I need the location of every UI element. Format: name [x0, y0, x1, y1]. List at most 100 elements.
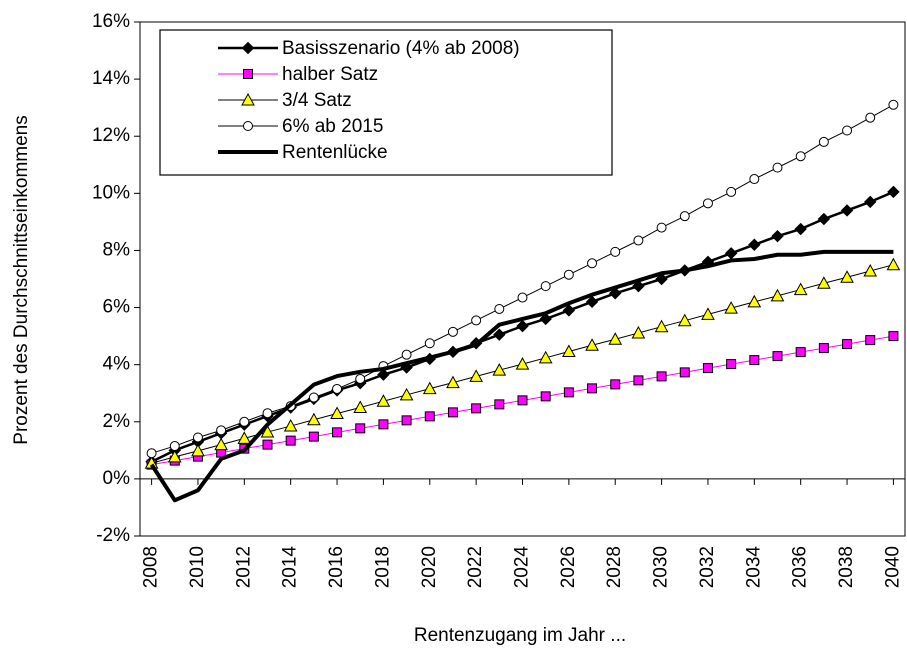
x-tick-label: 2028: [604, 546, 625, 588]
marker: [865, 335, 876, 346]
marker: [376, 394, 391, 407]
marker: [702, 363, 713, 374]
legend-label: Rentenlücke: [282, 142, 388, 163]
legend-label: 3/4 Satz: [282, 90, 352, 111]
marker: [260, 425, 275, 438]
marker: [701, 307, 715, 320]
marker: [818, 136, 829, 147]
marker: [285, 435, 296, 446]
marker: [656, 222, 667, 233]
marker: [424, 338, 435, 349]
marker: [539, 312, 552, 326]
marker: [562, 304, 576, 317]
marker: [842, 339, 853, 350]
marker: [262, 408, 273, 419]
x-tick-label: 2022: [465, 546, 486, 588]
marker: [794, 222, 807, 236]
legend-label: halber Satz: [282, 64, 378, 85]
x-tick-label: 2038: [836, 546, 857, 588]
marker: [772, 351, 783, 362]
x-tick-label: 2036: [790, 546, 811, 588]
marker: [632, 279, 645, 293]
marker: [679, 211, 690, 222]
marker: [540, 391, 551, 402]
marker: [494, 303, 505, 314]
x-tick-label: 2032: [697, 546, 718, 588]
marker: [818, 343, 829, 354]
marker: [610, 246, 621, 257]
marker: [377, 368, 390, 381]
marker: [887, 185, 900, 199]
x-tick-label: 2016: [326, 546, 347, 588]
marker: [631, 325, 646, 339]
marker: [562, 344, 576, 358]
marker: [216, 425, 227, 436]
marker: [654, 319, 669, 333]
marker: [447, 326, 458, 337]
marker: [563, 387, 574, 398]
y-tick-label: 12%: [92, 125, 130, 146]
y-tick-label: -2%: [96, 525, 130, 546]
marker: [770, 288, 785, 302]
marker: [378, 419, 389, 430]
marker: [656, 371, 667, 382]
y-tick-label: 14%: [92, 68, 130, 89]
marker: [840, 270, 854, 283]
x-tick-label: 2026: [558, 546, 579, 588]
marker: [749, 174, 760, 185]
y-axis-title: Prozent des Durchschnittseinkommens: [11, 115, 32, 444]
y-tick-label: 8%: [103, 239, 131, 260]
marker: [307, 412, 321, 426]
y-tick-label: 10%: [92, 182, 130, 203]
marker: [355, 423, 366, 434]
marker: [308, 392, 319, 403]
marker: [241, 92, 255, 106]
marker: [655, 272, 668, 286]
marker: [330, 406, 344, 419]
marker: [493, 328, 506, 341]
marker: [169, 441, 180, 452]
marker: [401, 349, 412, 360]
series: [146, 99, 899, 459]
marker: [842, 125, 853, 136]
marker: [517, 292, 528, 303]
marker: [772, 162, 783, 173]
marker: [243, 121, 253, 131]
marker: [167, 449, 182, 463]
marker: [888, 331, 899, 342]
marker: [401, 415, 412, 426]
series: [144, 257, 901, 469]
marker: [888, 99, 899, 110]
marker: [517, 395, 528, 406]
marker: [726, 186, 737, 197]
series-line: [149, 249, 894, 503]
marker: [771, 229, 784, 243]
x-tick-label: 2040: [882, 546, 903, 588]
marker: [817, 212, 831, 226]
marker: [283, 419, 298, 432]
marker: [865, 112, 876, 123]
marker: [241, 41, 255, 55]
marker: [795, 151, 806, 162]
marker: [585, 338, 599, 351]
marker: [795, 347, 806, 358]
marker: [492, 363, 507, 376]
marker: [840, 204, 854, 217]
marker: [886, 257, 901, 271]
marker: [332, 383, 343, 394]
marker: [608, 332, 623, 345]
x-tick-label: 2018: [372, 546, 393, 588]
marker: [422, 381, 437, 395]
marker: [237, 431, 252, 444]
marker: [864, 195, 877, 209]
marker: [540, 281, 551, 292]
marker: [609, 287, 622, 300]
marker: [747, 294, 762, 308]
marker: [702, 198, 713, 209]
marker: [679, 367, 690, 378]
marker: [633, 235, 644, 246]
marker: [726, 359, 737, 370]
x-tick-label: 2012: [233, 546, 254, 588]
marker: [192, 432, 203, 443]
